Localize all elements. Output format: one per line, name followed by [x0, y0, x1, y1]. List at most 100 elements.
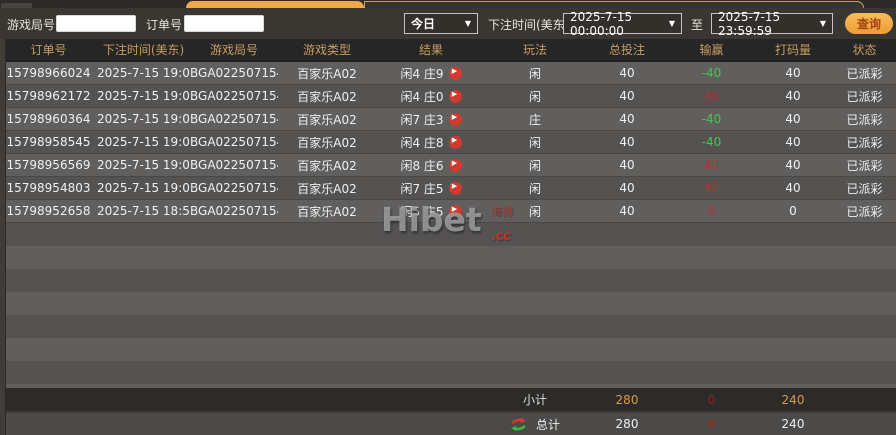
header-win-loss: 输赢 — [699, 43, 724, 57]
table-row: 15798956569 2025-7-15 19:01 BGA022507154… — [0, 154, 896, 177]
cell-total-bet: 40 — [619, 66, 635, 80]
cell-status: 已派彩 — [846, 204, 883, 219]
cell-round-no: BGA0225071541F — [190, 89, 278, 103]
cell-play-type: 闲 — [528, 135, 541, 150]
cell-order-no: 15798958545 — [6, 135, 91, 149]
header-game-type: 游戏类型 — [302, 43, 351, 57]
outlined-tab-fragment[interactable] — [364, 1, 864, 8]
date-range-select[interactable]: 今日 ▼ — [404, 13, 478, 34]
play-video-icon[interactable] — [448, 66, 462, 80]
cell-total-bet: 40 — [619, 158, 635, 172]
empty-rows-area — [0, 223, 896, 388]
subtotal-label: 小计 — [522, 393, 547, 407]
cell-turnover: 40 — [785, 112, 801, 126]
cell-bet-time: 2025-7-15 19:03 — [97, 89, 190, 103]
play-video-icon[interactable] — [448, 89, 462, 103]
cell-total-bet: 40 — [619, 112, 635, 126]
cell-bet-time: 2025-7-15 18:59 — [97, 204, 190, 218]
chevron-down-icon: ▼ — [819, 19, 826, 28]
cell-turnover: 40 — [785, 181, 801, 195]
play-video-icon[interactable] — [448, 181, 462, 195]
table-body: 15798966024 2025-7-15 19:05 BGA022507154… — [0, 62, 896, 223]
play-video-icon[interactable] — [448, 112, 462, 126]
subtotal-turnover: 240 — [781, 392, 805, 407]
date-from-value: 2025-7-15 00:00:00 — [570, 9, 633, 38]
cell-game-type: 百家乐A02 — [297, 112, 357, 127]
total-row: 总计 280 0 240 — [0, 413, 896, 435]
cell-result: 闲7 庄5 — [376, 180, 486, 197]
chevron-down-icon: ▼ — [668, 19, 675, 28]
cell-order-no: 15798956569 — [6, 158, 91, 172]
cell-round-no: BGA02250715421 — [190, 66, 278, 80]
cell-play-type: 闲 — [528, 89, 541, 104]
result-text: 闲7 庄5 — [400, 181, 444, 196]
header-round-no: 游戏局号 — [209, 43, 258, 57]
cell-total-bet: 40 — [619, 89, 635, 103]
active-tab-fragment[interactable] — [186, 1, 364, 8]
total-label: 总计 — [535, 417, 560, 432]
date-from-select[interactable]: 2025-7-15 00:00:00 ▼ — [563, 10, 682, 38]
cell-status: 已派彩 — [846, 66, 883, 81]
cell-status: 已派彩 — [846, 181, 883, 196]
cell-play-type: 闲 — [528, 66, 541, 81]
cell-result: 闲5 庄5 — [376, 203, 486, 220]
query-button[interactable]: 查询 — [845, 13, 893, 34]
cell-win-loss: -40 — [701, 112, 722, 126]
top-tab-strip — [0, 0, 896, 8]
header-bet-time: 下注时间(美东) — [102, 43, 185, 57]
game-round-input[interactable] — [56, 15, 136, 32]
cell-turnover: 40 — [785, 158, 801, 172]
header-result: 结果 — [418, 43, 443, 57]
table-row: 15798966024 2025-7-15 19:05 BGA022507154… — [0, 62, 896, 85]
table-row: 15798954803 2025-7-15 19:00 BGA022507154… — [0, 177, 896, 200]
header-order-no: 订单号 — [30, 43, 67, 57]
cell-status: 已派彩 — [846, 158, 883, 173]
cell-bet-time: 2025-7-15 19:01 — [97, 158, 190, 172]
cell-round-no: BGA0225071541B — [190, 181, 278, 195]
cell-bet-time: 2025-7-15 19:05 — [97, 66, 190, 80]
tab-edge-fragment — [0, 2, 33, 8]
cell-result: 闲8 庄6 — [376, 157, 486, 174]
cell-status: 已派彩 — [846, 135, 883, 150]
cell-game-type: 百家乐A02 — [297, 135, 357, 150]
filter-toolbar: 游戏局号 订单号 今日 ▼ 下注时间(美东) 2025-7-15 00:00:0… — [0, 8, 896, 39]
date-to-value: 2025-7-15 23:59:59 — [718, 9, 781, 38]
to-label: 至 — [691, 18, 704, 32]
bet-time-label: 下注时间(美东) — [488, 18, 570, 32]
date-to-select[interactable]: 2025-7-15 23:59:59 ▼ — [711, 10, 833, 38]
cell-order-no: 15798966024 — [6, 66, 91, 80]
cell-win-loss: -40 — [701, 66, 722, 80]
date-range-value: 今日 — [411, 17, 436, 31]
cell-win-loss: -40 — [701, 135, 722, 149]
cell-bet-time: 2025-7-15 19:02 — [97, 135, 190, 149]
cell-result: 闲4 庄8 — [376, 134, 486, 151]
cell-bet-time: 2025-7-15 19:00 — [97, 181, 190, 195]
cell-result: 闲7 庄3 — [376, 111, 486, 128]
cell-turnover: 40 — [785, 89, 801, 103]
cell-total-bet: 40 — [619, 181, 635, 195]
cell-play-type: 闲 — [528, 204, 541, 219]
cell-win-loss: 40 — [703, 89, 720, 103]
subtotal-row: 小计 280 0 240 — [0, 388, 896, 413]
total-win-loss: 0 — [707, 417, 716, 431]
refresh-icon[interactable] — [510, 417, 527, 431]
order-no-input[interactable] — [184, 15, 264, 32]
cell-order-no: 15798962172 — [6, 89, 91, 103]
total-label-cell: 总计 — [486, 416, 584, 433]
header-play-type: 玩法 — [522, 43, 547, 57]
play-video-icon[interactable] — [448, 135, 462, 149]
play-video-icon[interactable] — [448, 204, 462, 218]
header-turnover: 打码量 — [774, 43, 811, 57]
cell-turnover: 40 — [785, 135, 801, 149]
cell-win-loss: 40 — [703, 158, 720, 172]
cell-order-no: 15798954803 — [6, 181, 91, 195]
cell-game-type: 百家乐A02 — [297, 204, 357, 219]
play-video-icon[interactable] — [448, 158, 462, 172]
cell-round-no: BGA0225071541C — [190, 158, 278, 172]
cell-round-no: BGA0225071541D — [190, 135, 278, 149]
cell-win-loss: 40 — [703, 181, 720, 195]
cell-bet-time: 2025-7-15 19:03 — [97, 112, 190, 126]
cell-turnover: 40 — [785, 66, 801, 80]
cell-total-bet: 40 — [619, 204, 635, 218]
result-text: 闲4 庄8 — [400, 135, 444, 150]
